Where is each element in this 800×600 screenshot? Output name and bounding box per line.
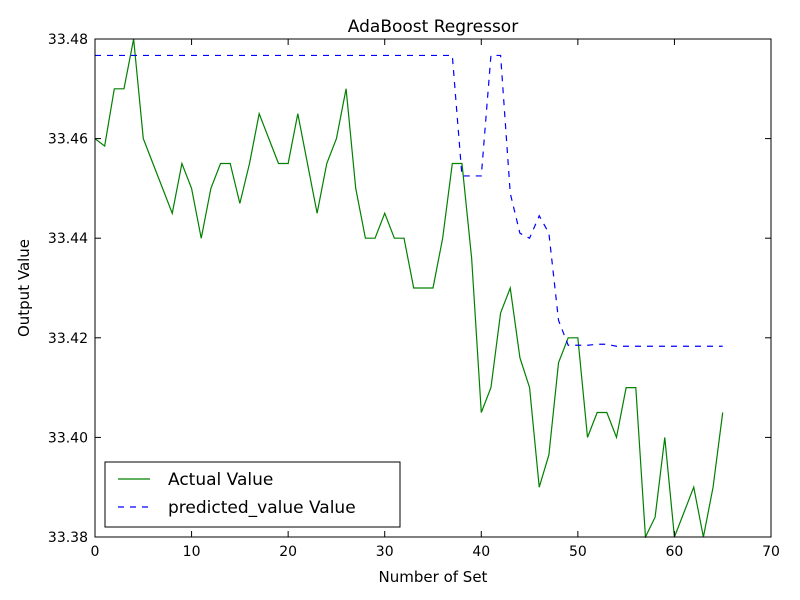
- y-tick-label: 33.42: [48, 331, 88, 347]
- legend-label-predicted: predicted_value Value: [168, 498, 356, 518]
- y-tick-label: 33.48: [48, 32, 88, 48]
- x-axis-label: Number of Set: [379, 568, 488, 586]
- x-tick-label: 10: [183, 544, 201, 560]
- legend-label-actual: Actual Value: [168, 470, 273, 490]
- x-tick-label: 50: [569, 544, 587, 560]
- y-tick-label: 33.38: [48, 530, 88, 546]
- x-tick-label: 60: [666, 544, 684, 560]
- series-line-actual: [95, 38, 724, 538]
- chart-title: AdaBoost Regressor: [348, 17, 518, 37]
- x-tick-label: 30: [376, 544, 394, 560]
- x-tick-label: 40: [472, 544, 490, 560]
- series-line-predicted: [95, 54, 723, 347]
- series-layer: [95, 38, 724, 538]
- legend-frame: [104, 461, 401, 528]
- x-tick-label: 70: [762, 544, 780, 560]
- legend: Actual Value predicted_value Value: [104, 461, 401, 528]
- y-tick-label: 33.46: [48, 132, 88, 148]
- x-tick-label: 0: [91, 544, 100, 560]
- y-tick-label: 33.44: [48, 231, 88, 247]
- y-tick-label: 33.40: [48, 430, 88, 446]
- plot-frame: [94, 38, 772, 538]
- y-axis-label: Output Value: [15, 239, 33, 337]
- x-tick-label: 20: [279, 544, 297, 560]
- axes-layer: 0 10 20 30 40 50 60 70 33.38 33.40 33.42 33.44 33.46…: [48, 32, 780, 560]
